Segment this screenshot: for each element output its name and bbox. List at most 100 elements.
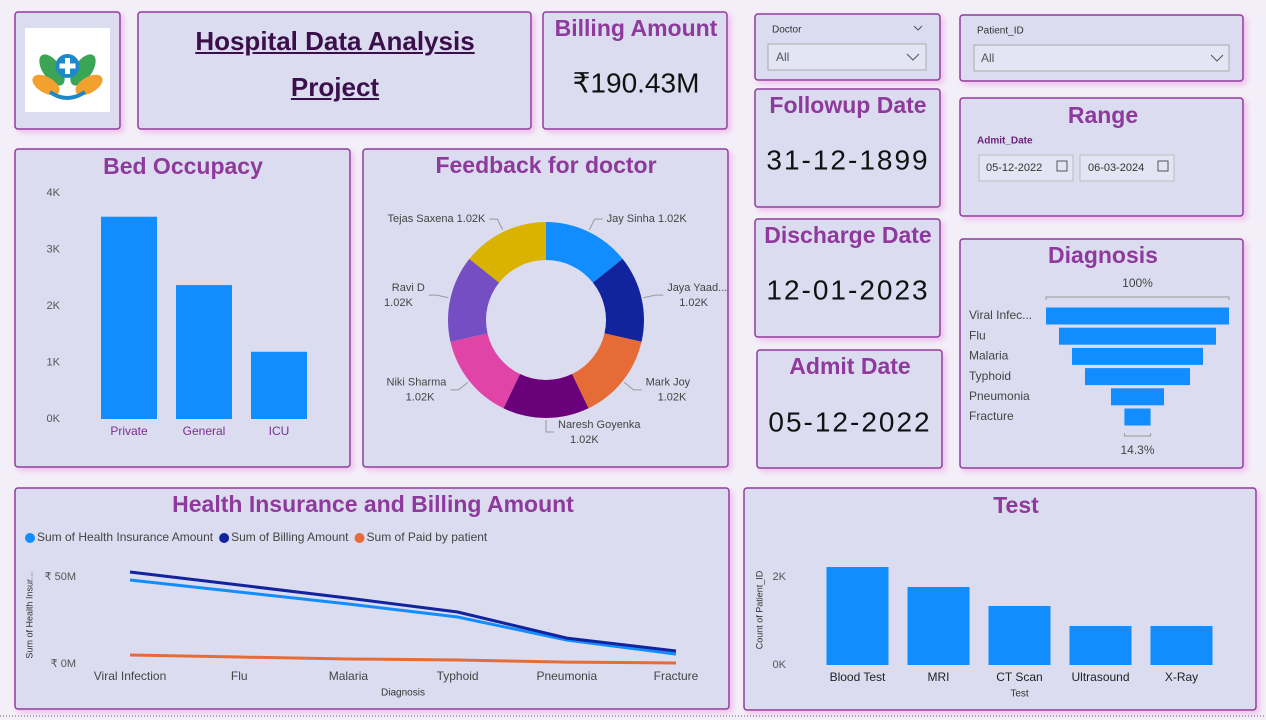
x-tick-label: Flu <box>231 669 248 683</box>
category-label: Jay Sinha <box>607 213 656 225</box>
x-tick-label: MRI <box>928 670 950 684</box>
bar <box>176 285 232 419</box>
funnel-bar <box>1124 408 1151 426</box>
category-label: Pneumonia <box>969 389 1030 403</box>
y-tick-label: ₹ 50M <box>45 571 76 583</box>
date-end: 06-03-2024 <box>1088 162 1144 174</box>
card-value: 12-01-2023 <box>766 274 929 305</box>
x-tick-label: General <box>183 424 226 438</box>
bar <box>1150 626 1213 665</box>
pie-slice <box>546 222 623 283</box>
card-value: 31-12-1899 <box>766 144 929 175</box>
leader-line <box>643 294 664 299</box>
pie-slice <box>572 333 642 409</box>
value-label: 1.02K <box>457 213 486 225</box>
dropdown-value: All <box>981 51 994 65</box>
y-tick-label: 3K <box>47 243 61 255</box>
funnel-bar <box>1110 388 1165 406</box>
chart-title: Test <box>993 492 1039 518</box>
title-panel <box>137 11 532 130</box>
card-label: Discharge Date <box>764 222 931 248</box>
date-start: 05-12-2022 <box>986 162 1042 174</box>
bracket <box>1045 296 1230 300</box>
y-tick-label: 2K <box>773 571 787 583</box>
funnel-bar <box>1084 368 1191 386</box>
x-tick-label: CT Scan <box>996 670 1042 684</box>
card-panel <box>542 11 728 130</box>
category-label: Flu <box>969 328 986 342</box>
value-label: 1.02K <box>570 434 599 446</box>
calendar-icon[interactable] <box>1056 160 1068 172</box>
bar <box>251 351 307 419</box>
chart-title: Diagnosis <box>1048 242 1158 268</box>
x-tick-label: Viral Infection <box>94 669 167 683</box>
legend-label: Sum of Paid by patient <box>367 530 488 544</box>
y-tick-label: 4K <box>47 187 61 199</box>
x-tick-label: Malaria <box>329 669 369 683</box>
card-value: 05-12-2022 <box>768 406 931 437</box>
card-panel <box>754 218 941 338</box>
y-axis-title: Count of Patient_ID <box>754 570 764 649</box>
funnel-bar <box>1046 307 1229 325</box>
dropdown[interactable] <box>767 43 927 71</box>
bracket <box>1123 433 1152 437</box>
leader-line <box>623 381 642 391</box>
leader-line <box>545 420 554 433</box>
x-tick-label: ICU <box>269 424 290 438</box>
legend-label: Sum of Billing Amount <box>231 530 349 544</box>
bar <box>988 605 1051 665</box>
calendar-icon[interactable] <box>1157 160 1169 172</box>
chart-panel <box>14 487 730 710</box>
pie-slice <box>450 333 520 409</box>
pie-slice <box>448 258 500 342</box>
bar <box>826 567 889 665</box>
card-value: ₹190.43M <box>573 67 700 98</box>
legend-marker <box>219 533 230 543</box>
y-tick-label: 2K <box>47 300 61 312</box>
funnel-bar <box>1071 347 1204 365</box>
slicer-label: Doctor <box>772 25 802 36</box>
category-label: Naresh Goyenka <box>558 419 641 431</box>
x-tick-label: Pneumonia <box>536 669 597 683</box>
x-axis-title: Diagnosis <box>381 688 425 699</box>
chart-panel <box>362 148 729 468</box>
card-panel <box>754 88 941 208</box>
value-label: 1.02K <box>658 213 687 225</box>
collapse-icon[interactable] <box>913 25 923 31</box>
chart-title: Health Insurance and Billing Amount <box>172 491 574 517</box>
bar <box>907 586 970 665</box>
leader-line <box>489 218 504 231</box>
x-axis-title: Test <box>1010 689 1029 700</box>
chevron <box>906 53 920 61</box>
leader-line <box>588 218 603 231</box>
line <box>129 653 677 665</box>
x-tick-label: Fracture <box>654 669 699 683</box>
line <box>129 578 677 656</box>
pie-slice <box>592 258 644 342</box>
data-label: Jay Sinha 1.02K <box>607 213 688 225</box>
dropdown[interactable] <box>973 44 1230 72</box>
y-tick-label: 1K <box>47 356 61 368</box>
y-tick-label: 0K <box>773 659 787 671</box>
category-label: Typhoid <box>969 369 1011 383</box>
category-label: Fracture <box>969 409 1014 423</box>
value-label: 1.02K <box>658 392 687 404</box>
card-panel <box>756 349 943 469</box>
value-label: 1.02K <box>679 297 708 309</box>
chevron <box>1210 54 1224 62</box>
range-title: Range <box>1068 102 1138 128</box>
value-label: 1.02K <box>406 392 435 404</box>
dropdown-value: All <box>776 50 789 64</box>
y-tick-label: 0K <box>47 413 61 425</box>
line <box>129 570 677 653</box>
category-label: Tejas Saxena <box>388 213 455 225</box>
x-tick-label: Blood Test <box>830 670 886 684</box>
leader-line <box>450 381 469 391</box>
chart-title: Feedback for doctor <box>435 152 656 178</box>
category-label: Jaya Yaad... <box>667 282 727 294</box>
pie-slice <box>469 222 546 283</box>
legend-marker <box>25 533 35 543</box>
bar <box>1069 626 1132 665</box>
category-label: Malaria <box>969 349 1009 363</box>
